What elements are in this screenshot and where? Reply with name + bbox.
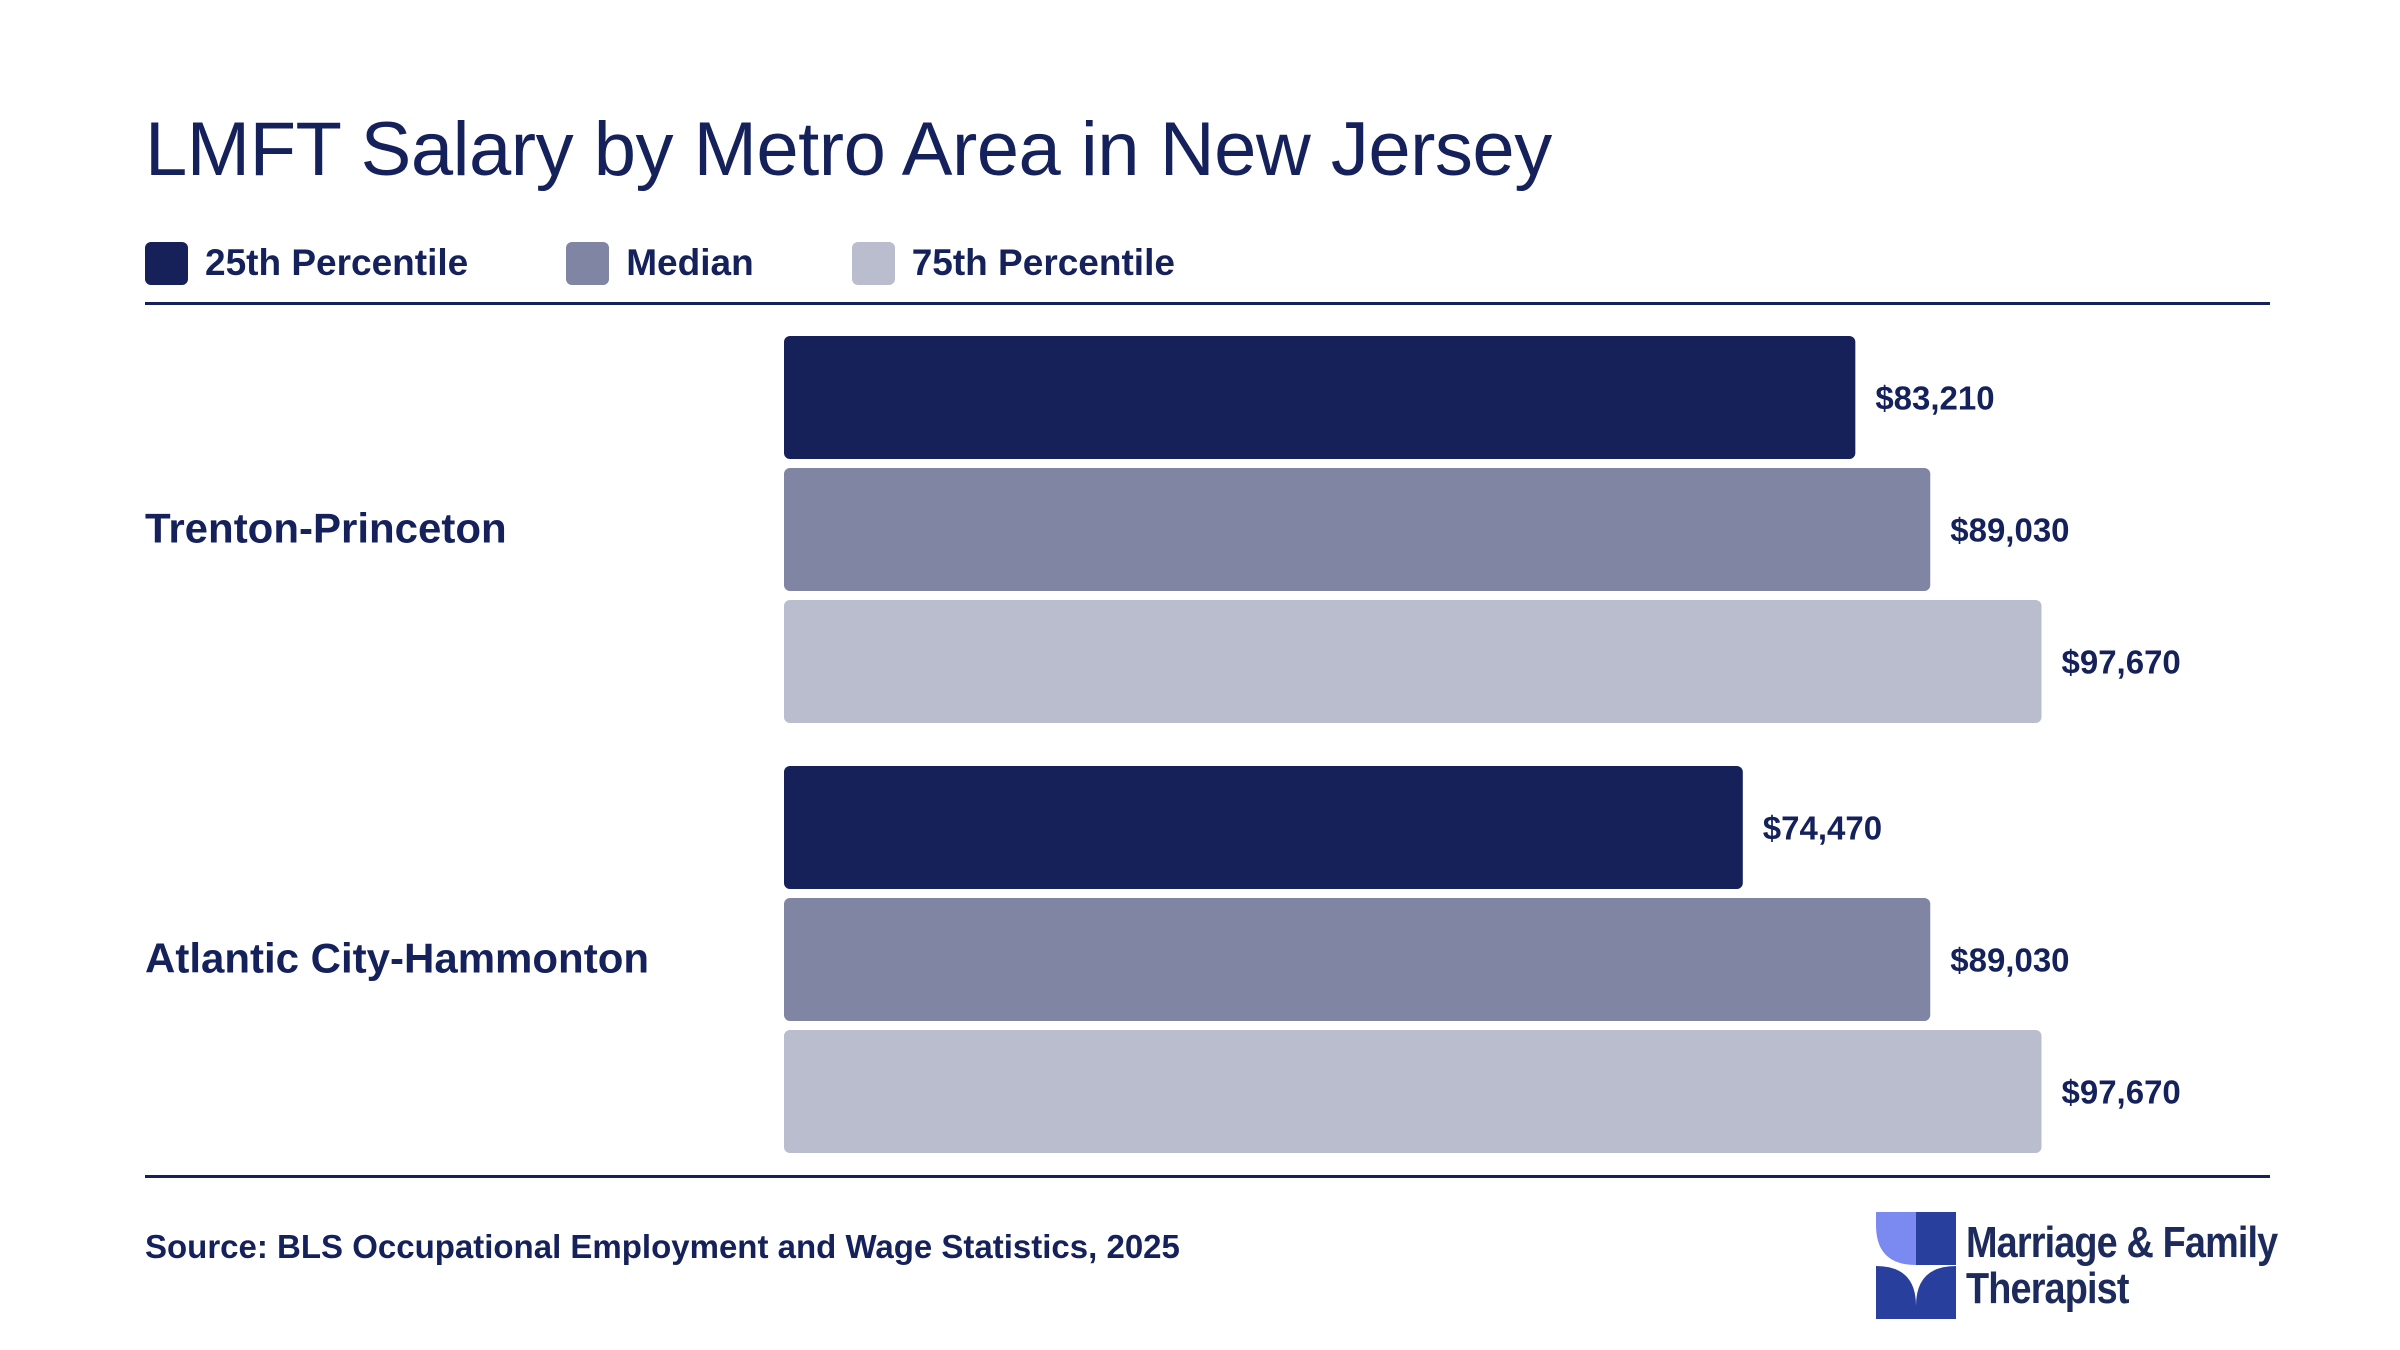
chart-title: LMFT Salary by Metro Area in New Jersey	[145, 107, 1552, 192]
bottom-rule	[145, 1175, 2270, 1178]
data-label-1-1: $89,030	[1950, 942, 2069, 979]
legend-item-25th: 25th Percentile	[145, 241, 469, 285]
legend: 25th Percentile Median 75th Percentile	[145, 238, 1273, 288]
legend-swatch-25th	[145, 241, 188, 285]
data-label-0-2: $97,670	[2062, 644, 2181, 681]
data-label-1-0: $74,470	[1763, 810, 1882, 847]
category-label-0: Trenton-Princeton	[145, 505, 507, 552]
legend-swatch-median	[566, 241, 610, 285]
legend-item-median: Median	[566, 241, 754, 285]
data-label-0-0: $83,210	[1875, 380, 1994, 417]
data-label-0-1: $89,030	[1950, 512, 2069, 549]
source-note: Source: BLS Occupational Employment and …	[145, 1228, 1180, 1265]
logo-mark-icon	[1876, 1212, 1956, 1319]
brand-logo: Marriage & Family Therapist	[1876, 1212, 2328, 1319]
data-label-1-2: $97,670	[2062, 1074, 2181, 1111]
bar-0-0	[784, 336, 1856, 459]
category-label-1: Atlantic City-Hammonton	[145, 935, 649, 982]
bar-1-1	[784, 898, 1931, 1021]
bar-1-0	[784, 766, 1743, 889]
bar-1-2	[784, 1030, 2042, 1153]
legend-label-median: Median	[626, 242, 754, 283]
legend-swatch-75th	[851, 241, 895, 285]
logo-text: Marriage & Family Therapist	[1966, 1217, 2278, 1313]
bar-0-2	[784, 600, 2042, 723]
bar-0-1	[784, 468, 1931, 591]
legend-item-75th: 75th Percentile	[851, 241, 1175, 285]
legend-label-75th: 75th Percentile	[911, 242, 1175, 283]
logo-line2: Therapist	[1966, 1263, 2129, 1313]
legend-label-25th: 25th Percentile	[205, 242, 469, 283]
logo-line1: Marriage & Family	[1966, 1217, 2278, 1267]
top-rule	[145, 302, 2270, 305]
